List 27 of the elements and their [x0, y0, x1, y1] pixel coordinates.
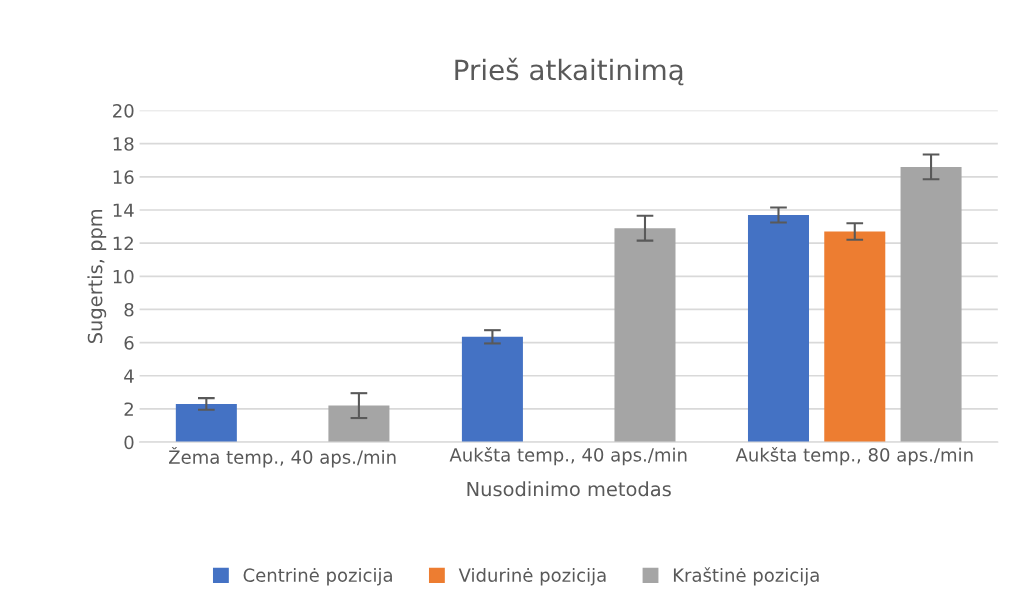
y-tick-label: 8 — [124, 302, 134, 317]
y-tick-label: 12 — [113, 236, 133, 250]
bar — [747, 214, 809, 443]
y-tick-label: 10 — [113, 269, 134, 284]
bar — [824, 231, 886, 443]
bar — [461, 336, 523, 443]
x-axis-title: Nusodinimo metodas — [467, 481, 671, 497]
y-axis-title: Sugertis, ppm — [87, 209, 107, 344]
y-tick-label: 20 — [113, 103, 134, 118]
legend-label: Vidurinė pozicija — [458, 568, 606, 586]
x-tick-label: Aukšta temp., 80 aps./min — [735, 446, 973, 466]
y-tick-label: 2 — [124, 402, 133, 416]
y-tick-label: 4 — [124, 369, 134, 383]
y-tick-label: 14 — [113, 203, 134, 217]
bar — [328, 405, 390, 443]
bar — [900, 166, 962, 443]
y-tick-label: 0 — [124, 435, 134, 450]
y-tick-label: 18 — [113, 137, 134, 151]
x-tick-label: Aukšta temp., 40 aps./min — [449, 446, 687, 466]
x-tick-label: Žema temp., 40 aps./min — [169, 446, 396, 468]
y-tick-label: 6 — [124, 336, 134, 350]
bar — [175, 403, 237, 443]
chart-title: Prieš atkaitinimą — [455, 57, 684, 86]
legend-label: Kraštinė pozicija — [673, 567, 819, 586]
y-tick-label: 16 — [113, 170, 134, 184]
legend-label: Centrinė pozicija — [243, 568, 392, 586]
bar — [614, 228, 676, 443]
